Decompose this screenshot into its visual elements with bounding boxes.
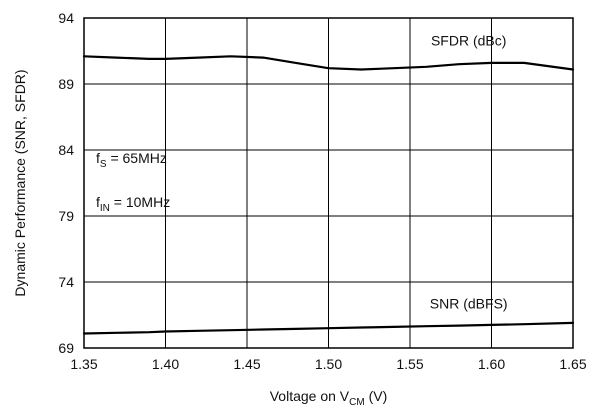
x-tick-labels: 1.35 1.40 1.45 1.50 1.55 1.60 1.65 (70, 356, 586, 372)
annotation-fs-main: f (96, 150, 100, 166)
y-tick-label: 74 (58, 274, 74, 290)
x-tick-label: 1.55 (396, 356, 423, 372)
annotation-sample-frequency: fS = 65MHz (96, 150, 167, 170)
y-tick-label: 84 (58, 142, 74, 158)
series-layer (82, 55, 575, 335)
series-line-sfdr (82, 55, 575, 71)
annotation-fin-main: f (96, 194, 100, 210)
x-tick-label: 1.50 (315, 356, 342, 372)
annotation-fs-sub: S (100, 159, 107, 170)
y-axis-title: Dynamic Performance (SNR, SFDR) (12, 69, 28, 296)
annotation-fin-tail: = 10MHz (110, 194, 170, 210)
annotation-input-frequency: fIN = 10MHz (96, 194, 170, 214)
y-tick-label: 94 (58, 10, 74, 26)
series-label-sfdr: SFDR (dBc) (431, 33, 506, 49)
y-tick-label: 69 (58, 340, 74, 356)
x-axis-title: Voltage on VCM (V) (270, 388, 388, 408)
series-line-snr (82, 321, 575, 335)
annotation-fin-sub: IN (100, 203, 110, 214)
x-tick-label: 1.60 (478, 356, 505, 372)
plot-area-frame (83, 17, 574, 349)
x-tick-label: 1.65 (559, 356, 586, 372)
x-tick-label: 1.40 (152, 356, 179, 372)
x-tick-label: 1.35 (70, 356, 97, 372)
x-axis-title-main: Voltage on V (270, 388, 350, 404)
y-tick-labels: 69 74 79 84 89 94 (58, 10, 74, 356)
x-tick-label: 1.45 (233, 356, 260, 372)
x-axis-title-sub: CM (349, 397, 365, 408)
y-tick-label: 79 (58, 208, 74, 224)
y-tick-label: 89 (58, 76, 74, 92)
x-axis-title-tail: (V) (365, 388, 388, 404)
annotation-fs-tail: = 65MHz (107, 150, 167, 166)
series-label-snr: SNR (dBFS) (430, 295, 508, 311)
